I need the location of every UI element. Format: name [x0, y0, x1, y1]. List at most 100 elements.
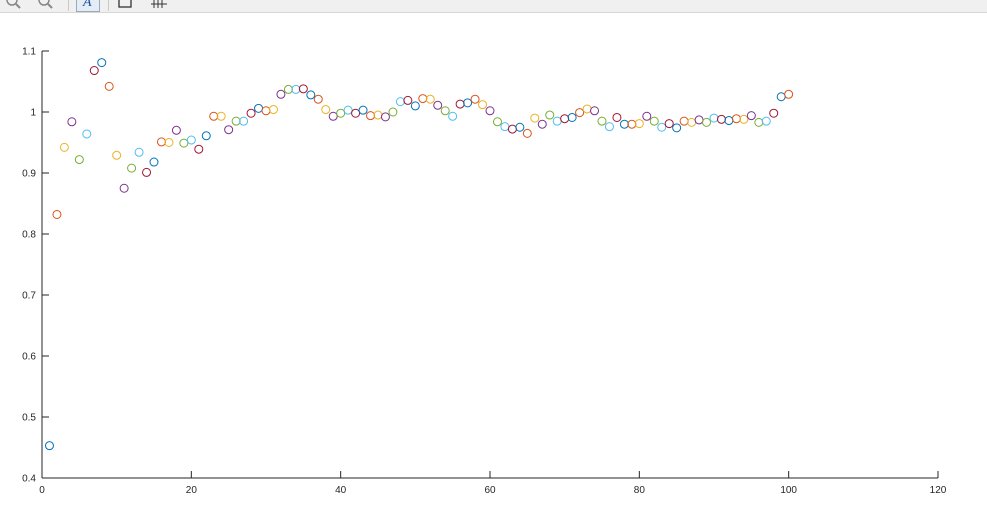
data-point: [298, 84, 308, 94]
data-point: [687, 117, 697, 127]
data-point: [127, 163, 137, 173]
data-point: [582, 104, 592, 114]
x-tick-label: 40: [335, 485, 347, 496]
data-point: [403, 95, 413, 105]
data-point: [545, 110, 555, 120]
data-point: [261, 106, 271, 116]
data-point: [358, 105, 368, 115]
text-insert-glyph: A: [82, 0, 92, 10]
data-point: [179, 138, 189, 148]
data-point: [440, 106, 450, 116]
data-point: [522, 128, 532, 138]
data-point: [239, 116, 249, 126]
data-point: [784, 89, 794, 99]
data-point: [395, 97, 405, 107]
data-point: [388, 107, 398, 117]
data-point: [321, 105, 331, 115]
data-point: [694, 115, 704, 125]
data-point: [552, 116, 562, 126]
data-point: [134, 147, 144, 157]
data-point: [769, 108, 779, 118]
x-tick-label: 60: [484, 485, 496, 496]
data-point: [463, 98, 473, 108]
y-tick-label: 0.4: [22, 474, 36, 485]
data-point: [44, 441, 54, 451]
data-point: [291, 84, 301, 94]
data-point: [142, 167, 152, 177]
data-point: [156, 137, 166, 147]
data-point: [336, 108, 346, 118]
zoom-out-icon[interactable]: [36, 0, 54, 10]
data-point: [761, 116, 771, 126]
data-point: [254, 103, 264, 113]
data-point: [575, 108, 585, 118]
data-point: [343, 105, 353, 115]
data-point: [246, 108, 256, 118]
data-point: [590, 106, 600, 116]
data-point: [216, 111, 226, 121]
data-point: [455, 99, 465, 109]
data-point: [492, 117, 502, 127]
data-point: [560, 114, 570, 124]
figure-toolbar: A: [0, 0, 987, 13]
data-point: [410, 101, 420, 111]
y-tick-label: 0.7: [22, 291, 36, 302]
data-point: [739, 114, 749, 124]
data-point: [627, 119, 637, 129]
data-point: [530, 113, 540, 123]
data-point: [500, 122, 510, 132]
data-point: [112, 150, 122, 160]
data-point: [642, 111, 652, 121]
data-point: [186, 135, 196, 145]
data-point: [366, 111, 376, 121]
data-point: [231, 116, 241, 126]
data-point: [82, 129, 92, 139]
data-point: [418, 94, 428, 104]
data-points: [44, 58, 794, 451]
x-tick-label: 0: [39, 485, 45, 496]
data-point: [657, 122, 667, 132]
data-point: [537, 119, 547, 129]
data-point: [268, 105, 278, 115]
data-point: [634, 119, 644, 129]
data-point: [194, 144, 204, 154]
data-point: [276, 89, 286, 99]
data-point: [283, 84, 293, 94]
y-tick-label: 0.5: [22, 413, 36, 424]
data-point: [164, 138, 174, 147]
data-point: [597, 116, 607, 126]
data-point: [754, 117, 764, 127]
x-tick-label: 120: [930, 485, 947, 496]
y-tick-label: 1: [30, 108, 36, 119]
data-point: [373, 110, 383, 120]
data-point: [351, 108, 361, 118]
data-point: [89, 66, 99, 76]
toolbar-separator: [68, 0, 69, 11]
data-point: [313, 94, 323, 104]
data-point: [515, 122, 525, 132]
data-point: [702, 117, 712, 127]
data-point: [672, 123, 682, 133]
data-point: [306, 90, 316, 100]
new-figure-icon[interactable]: [117, 0, 135, 10]
x-tick-label: 80: [634, 485, 646, 496]
x-tick-label: 20: [186, 485, 198, 496]
zoom-in-icon[interactable]: [4, 0, 22, 10]
data-point: [433, 100, 443, 110]
data-point: [380, 112, 390, 122]
data-point: [649, 116, 659, 126]
data-point: [507, 124, 517, 134]
data-point: [104, 81, 114, 91]
data-point: [224, 125, 234, 135]
data-point: [485, 106, 495, 116]
data-point: [612, 112, 622, 122]
scatter-chart: 0 20 40 60 80 100 120 0.4 0.5 0.6 0.7 0.8 0.9 1 1.1: [22, 47, 947, 497]
data-point: [724, 116, 734, 126]
data-point: [731, 114, 741, 124]
data-point: [67, 117, 77, 127]
data-point: [59, 142, 69, 152]
data-point: [328, 111, 338, 121]
data-point: [776, 92, 786, 102]
text-insert-icon[interactable]: A: [76, 0, 100, 12]
grid-icon[interactable]: [150, 0, 168, 10]
